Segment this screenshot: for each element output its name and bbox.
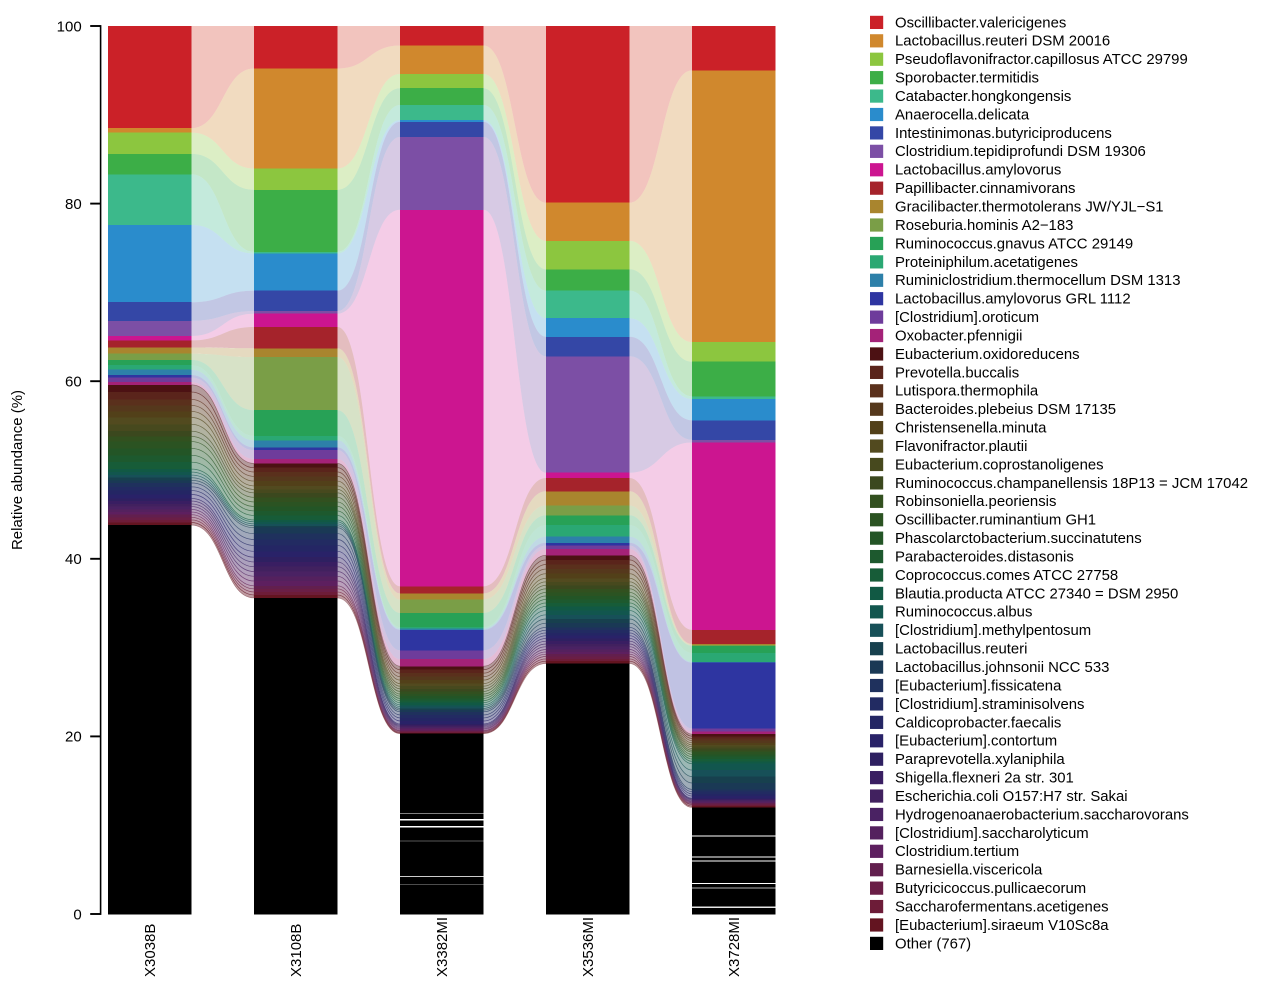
svg-text:Caldicoprobacter.faecalis: Caldicoprobacter.faecalis — [895, 715, 1061, 731]
svg-text:Gracilibacter.thermotolerans J: Gracilibacter.thermotolerans JW/YJL−S1 — [895, 200, 1164, 216]
svg-text:X3536MI: X3536MI — [580, 917, 597, 977]
svg-text:Relative abundance (%): Relative abundance (%) — [9, 390, 26, 550]
svg-text:Other (767): Other (767) — [895, 936, 971, 952]
svg-text:Intestinimonas.butyriciproduce: Intestinimonas.butyriciproducens — [895, 126, 1112, 142]
svg-text:X3108B: X3108B — [288, 924, 305, 977]
svg-text:Sporobacter.termitidis: Sporobacter.termitidis — [895, 71, 1039, 87]
svg-text:Oscillibacter.valericigenes: Oscillibacter.valericigenes — [895, 15, 1066, 31]
svg-text:Shigella.flexneri 2a str. 301: Shigella.flexneri 2a str. 301 — [895, 771, 1074, 787]
svg-text:Catabacter.hongkongensis: Catabacter.hongkongensis — [895, 89, 1071, 105]
svg-text:[Clostridium].saccharolyticum: [Clostridium].saccharolyticum — [895, 826, 1089, 842]
svg-text:60: 60 — [65, 374, 82, 391]
svg-text:Lactobacillus.amylovorus GRL 1: Lactobacillus.amylovorus GRL 1112 — [895, 292, 1131, 308]
svg-text:Parabacteroides.distasonis: Parabacteroides.distasonis — [895, 549, 1074, 565]
svg-text:0: 0 — [73, 906, 81, 923]
svg-text:[Eubacterium].contortum: [Eubacterium].contortum — [895, 734, 1057, 750]
svg-text:40: 40 — [65, 551, 82, 568]
svg-text:Lutispora.thermophila: Lutispora.thermophila — [895, 384, 1039, 400]
svg-text:Ruminococcus.gnavus ATCC 29149: Ruminococcus.gnavus ATCC 29149 — [895, 236, 1133, 252]
svg-text:Ruminiclostridium.thermocellum: Ruminiclostridium.thermocellum DSM 1313 — [895, 273, 1181, 289]
svg-text:Escherichia.coli O157:H7 str.: Escherichia.coli O157:H7 str. Sakai — [895, 789, 1128, 805]
svg-text:[Clostridium].oroticum: [Clostridium].oroticum — [895, 310, 1039, 326]
svg-text:Flavonifractor.plautii: Flavonifractor.plautii — [895, 439, 1027, 455]
svg-text:Clostridium.tertium: Clostridium.tertium — [895, 844, 1019, 860]
svg-text:Eubacterium.oxidoreducens: Eubacterium.oxidoreducens — [895, 347, 1080, 363]
svg-text:Coprococcus.comes ATCC 27758: Coprococcus.comes ATCC 27758 — [895, 568, 1118, 584]
svg-text:100: 100 — [57, 18, 82, 35]
svg-text:80: 80 — [65, 196, 82, 213]
svg-text:Clostridium.tepidiprofundi DSM: Clostridium.tepidiprofundi DSM 19306 — [895, 144, 1146, 160]
svg-text:Lactobacillus.reuteri: Lactobacillus.reuteri — [895, 642, 1027, 658]
svg-text:[Eubacterium].fissicatena: [Eubacterium].fissicatena — [895, 678, 1062, 694]
svg-text:X3038B: X3038B — [142, 924, 159, 977]
svg-text:[Clostridium].straminisolvens: [Clostridium].straminisolvens — [895, 697, 1085, 713]
svg-text:Oscillibacter.ruminantium GH1: Oscillibacter.ruminantium GH1 — [895, 513, 1096, 529]
svg-text:Anaerocella.delicata: Anaerocella.delicata — [895, 107, 1030, 123]
svg-text:Bacteroides.plebeius DSM 17135: Bacteroides.plebeius DSM 17135 — [895, 402, 1116, 418]
svg-text:Hydrogenoanaerobacterium.sacch: Hydrogenoanaerobacterium.saccharovorans — [895, 807, 1189, 823]
svg-text:20: 20 — [65, 729, 82, 746]
svg-text:Robinsoniella.peoriensis: Robinsoniella.peoriensis — [895, 494, 1056, 510]
svg-text:Prevotella.buccalis: Prevotella.buccalis — [895, 365, 1019, 381]
svg-text:[Clostridium].methylpentosum: [Clostridium].methylpentosum — [895, 623, 1091, 639]
svg-text:Eubacterium.coprostanoligenes: Eubacterium.coprostanoligenes — [895, 457, 1104, 473]
svg-text:Paraprevotella.xylaniphila: Paraprevotella.xylaniphila — [895, 752, 1065, 768]
svg-text:X3728MI: X3728MI — [726, 917, 743, 977]
svg-text:Christensenella.minuta: Christensenella.minuta — [895, 421, 1047, 437]
svg-text:Proteiniphilum.acetatigenes: Proteiniphilum.acetatigenes — [895, 255, 1078, 271]
svg-text:Phascolarctobacterium.succinat: Phascolarctobacterium.succinatutens — [895, 531, 1142, 547]
svg-text:Roseburia.hominis A2−183: Roseburia.hominis A2−183 — [895, 218, 1073, 234]
svg-text:Lactobacillus.amylovorus: Lactobacillus.amylovorus — [895, 163, 1061, 179]
svg-text:Papillibacter.cinnamivorans: Papillibacter.cinnamivorans — [895, 181, 1075, 197]
svg-text:[Eubacterium].siraeum V10Sc8a: [Eubacterium].siraeum V10Sc8a — [895, 918, 1109, 934]
svg-text:Barnesiella.viscericola: Barnesiella.viscericola — [895, 863, 1043, 879]
svg-text:Butyricicoccus.pullicaecorum: Butyricicoccus.pullicaecorum — [895, 881, 1086, 897]
svg-text:Pseudoflavonifractor.capillosu: Pseudoflavonifractor.capillosus ATCC 297… — [895, 52, 1188, 68]
svg-text:Ruminococcus.albus: Ruminococcus.albus — [895, 605, 1032, 621]
svg-text:Saccharofermentans.acetigenes: Saccharofermentans.acetigenes — [895, 899, 1109, 915]
svg-text:Blautia.producta ATCC 27340 =: Blautia.producta ATCC 27340 = DSM 2950 — [895, 586, 1178, 602]
svg-text:Oxobacter.pfennigii: Oxobacter.pfennigii — [895, 328, 1022, 344]
svg-text:Ruminococcus.champanellensis 1: Ruminococcus.champanellensis 18P13 = JCM… — [895, 476, 1248, 492]
svg-text:X3382MI: X3382MI — [434, 917, 451, 977]
svg-text:Lactobacillus.johnsonii NCC 53: Lactobacillus.johnsonii NCC 533 — [895, 660, 1109, 676]
svg-text:Lactobacillus.reuteri DSM 2001: Lactobacillus.reuteri DSM 20016 — [895, 34, 1110, 50]
